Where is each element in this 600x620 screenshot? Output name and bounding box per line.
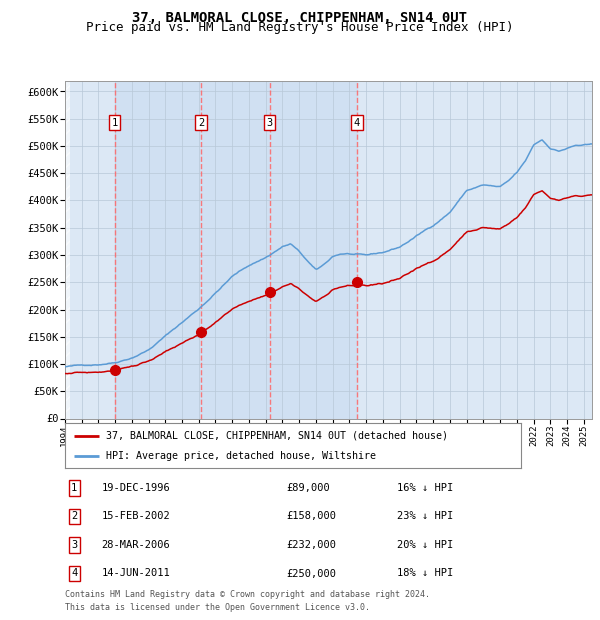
Text: 2: 2 xyxy=(198,118,204,128)
Text: £250,000: £250,000 xyxy=(286,569,337,578)
Text: 4: 4 xyxy=(71,569,77,578)
Text: 37, BALMORAL CLOSE, CHIPPENHAM, SN14 0UT: 37, BALMORAL CLOSE, CHIPPENHAM, SN14 0UT xyxy=(133,11,467,25)
Text: 28-MAR-2006: 28-MAR-2006 xyxy=(102,540,170,550)
Text: 16% ↓ HPI: 16% ↓ HPI xyxy=(397,483,454,493)
Text: 20% ↓ HPI: 20% ↓ HPI xyxy=(397,540,454,550)
Text: £232,000: £232,000 xyxy=(286,540,337,550)
Text: HPI: Average price, detached house, Wiltshire: HPI: Average price, detached house, Wilt… xyxy=(106,451,376,461)
Text: 3: 3 xyxy=(266,118,273,128)
Text: £158,000: £158,000 xyxy=(286,512,337,521)
Text: 4: 4 xyxy=(354,118,360,128)
Text: 37, BALMORAL CLOSE, CHIPPENHAM, SN14 0UT (detached house): 37, BALMORAL CLOSE, CHIPPENHAM, SN14 0UT… xyxy=(106,430,448,441)
Text: 14-JUN-2011: 14-JUN-2011 xyxy=(102,569,170,578)
Text: 2: 2 xyxy=(71,512,77,521)
Text: 15-FEB-2002: 15-FEB-2002 xyxy=(102,512,170,521)
Text: 3: 3 xyxy=(71,540,77,550)
Text: This data is licensed under the Open Government Licence v3.0.: This data is licensed under the Open Gov… xyxy=(65,603,370,612)
Text: £89,000: £89,000 xyxy=(286,483,330,493)
Text: Price paid vs. HM Land Registry's House Price Index (HPI): Price paid vs. HM Land Registry's House … xyxy=(86,21,514,34)
Text: Contains HM Land Registry data © Crown copyright and database right 2024.: Contains HM Land Registry data © Crown c… xyxy=(65,590,430,600)
Text: 1: 1 xyxy=(71,483,77,493)
Bar xyxy=(115,81,357,419)
Text: 18% ↓ HPI: 18% ↓ HPI xyxy=(397,569,454,578)
Text: 19-DEC-1996: 19-DEC-1996 xyxy=(102,483,170,493)
Text: 1: 1 xyxy=(112,118,118,128)
Text: 23% ↓ HPI: 23% ↓ HPI xyxy=(397,512,454,521)
Bar xyxy=(65,81,70,419)
